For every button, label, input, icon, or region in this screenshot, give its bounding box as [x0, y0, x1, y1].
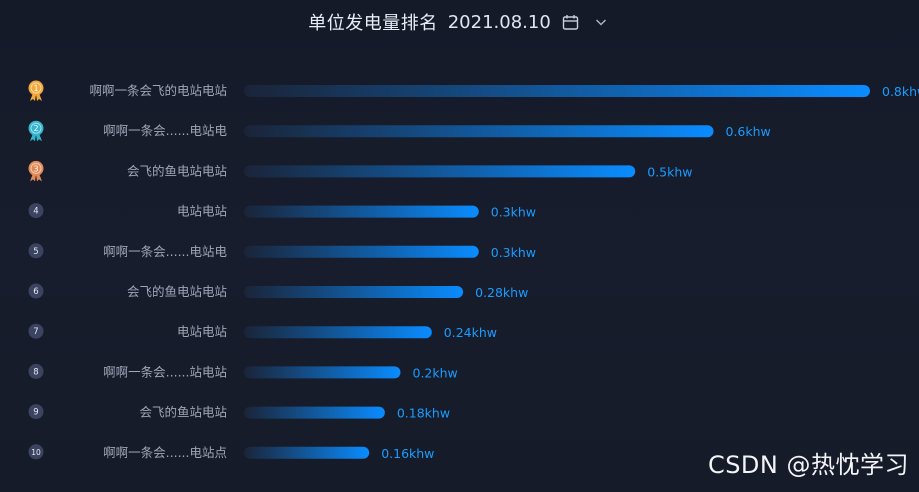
value-label: 0.5khw [647, 164, 692, 179]
value-label: 0.3khw [491, 205, 536, 220]
calendar-icon[interactable] [561, 12, 581, 32]
category-label: 会飞的鱼电站电站 [127, 163, 227, 178]
chart-header: 单位发电量排名 2021.08.10 [0, 6, 919, 38]
category-label: 啊啊一条会......电站电 [103, 244, 227, 259]
rank-number: 10 [31, 448, 41, 457]
bar[interactable] [244, 326, 432, 339]
rank-circle [28, 283, 44, 299]
rank-badge: 1 [28, 80, 44, 101]
rank-number: 1 [33, 84, 38, 93]
value-label: 0.8khw [882, 84, 919, 99]
rank-number: 9 [33, 408, 38, 418]
medal-ring [30, 82, 42, 94]
value-label: 0.16khw [381, 446, 434, 461]
bar[interactable] [244, 125, 714, 138]
category-label: 电站电站 [177, 204, 227, 219]
category-label: 啊啊一条会......站电站 [103, 364, 227, 379]
category-label: 会飞的鱼站电站 [139, 405, 227, 420]
chevron-down-icon[interactable] [591, 12, 611, 32]
bar[interactable] [244, 205, 479, 218]
rank-number: 5 [33, 247, 38, 257]
bar[interactable] [244, 286, 464, 298]
rank-circle [28, 243, 44, 259]
value-label: 0.6khw [726, 124, 771, 139]
date-value[interactable]: 2021.08.10 [447, 11, 551, 33]
value-label: 0.2khw [413, 365, 458, 380]
rank-badge: 4 [28, 203, 44, 219]
medal-ring [30, 122, 42, 134]
bar[interactable] [244, 406, 385, 419]
medal-ring [30, 162, 42, 174]
rank-badge: 9 [28, 404, 44, 420]
rank-badge: 8 [28, 363, 44, 379]
bar[interactable] [244, 165, 636, 178]
rank-number: 2 [33, 124, 38, 133]
rank-circle [28, 203, 44, 219]
rank-circle [28, 444, 44, 460]
rank-circle [28, 363, 44, 379]
rank-number: 6 [33, 287, 38, 297]
rank-badge: 2 [28, 120, 44, 142]
category-label: 啊啊一条会......电站点 [103, 445, 227, 460]
rank-circle [28, 323, 44, 339]
bar[interactable] [244, 85, 870, 97]
category-label: 电站电站 [177, 324, 227, 339]
bar[interactable] [244, 366, 401, 379]
value-label: 0.24khw [444, 325, 497, 340]
rank-number: 7 [33, 327, 38, 337]
value-label: 0.3khw [491, 245, 536, 260]
rank-badge: 10 [28, 444, 44, 460]
rank-number: 4 [33, 207, 38, 217]
chart-title: 单位发电量排名 [308, 13, 438, 34]
rank-badge: 3 [28, 160, 44, 182]
category-label: 啊啊一条会飞的电站电站 [89, 83, 227, 98]
category-label: 啊啊一条会......电站电 [103, 123, 227, 138]
rank-badge: 6 [28, 283, 44, 299]
rank-badge: 7 [28, 323, 44, 339]
rank-number: 8 [33, 367, 38, 377]
rank-circle [28, 404, 44, 420]
category-label: 会飞的鱼电站电站 [127, 284, 227, 299]
rank-number: 3 [33, 164, 38, 173]
bar[interactable] [244, 245, 479, 258]
value-label: 0.18khw [397, 406, 450, 421]
bar[interactable] [244, 446, 370, 459]
value-label: 0.28khw [475, 285, 528, 300]
rank-badge: 5 [28, 243, 44, 259]
watermark: CSDN @热忱学习 [707, 451, 909, 479]
